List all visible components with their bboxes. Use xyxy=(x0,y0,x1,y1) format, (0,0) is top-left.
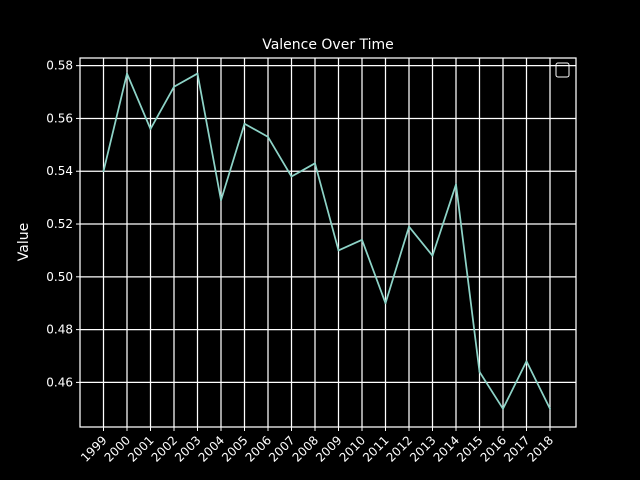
y-axis: 0.46 0.48 0.50 0.52 0.54 0.56 0.58 xyxy=(46,59,80,389)
y-tick-label: 0.56 xyxy=(46,111,73,125)
x-tick-label: 2016 xyxy=(478,433,509,464)
data-point xyxy=(337,249,340,252)
x-tick-label: 2010 xyxy=(337,433,368,464)
x-tick-label: 2012 xyxy=(384,433,415,464)
data-point xyxy=(431,254,434,257)
data-point xyxy=(267,136,269,138)
data-point xyxy=(361,238,363,241)
data-point xyxy=(314,162,316,165)
series-group xyxy=(102,72,551,410)
y-axis-label: Value xyxy=(16,223,32,261)
data-point xyxy=(290,175,293,178)
data-point xyxy=(220,199,222,202)
legend-box xyxy=(555,62,570,78)
data-point xyxy=(149,128,152,130)
x-axis: 1999200020012002200320042005200620072008… xyxy=(78,427,556,465)
x-tick-label: 2017 xyxy=(501,433,532,464)
x-tick-label: 2000 xyxy=(102,433,133,464)
x-tick-label: 2011 xyxy=(360,433,391,464)
data-point xyxy=(126,72,128,75)
y-tick-label: 0.50 xyxy=(46,270,73,284)
data-point xyxy=(243,122,246,125)
x-tick-label: 2001 xyxy=(125,433,156,464)
x-tick-label: 2008 xyxy=(290,433,321,464)
x-tick-label: 2002 xyxy=(149,433,180,464)
y-tick-label: 0.48 xyxy=(46,323,73,337)
x-tick-label: 2005 xyxy=(219,433,250,464)
x-tick-label: 2003 xyxy=(172,433,203,464)
x-tick-label: 1999 xyxy=(78,433,109,464)
x-tick-label: 2004 xyxy=(196,433,227,464)
plot-frame xyxy=(79,57,577,428)
y-tick-label: 0.54 xyxy=(46,164,73,178)
data-point xyxy=(525,360,528,363)
data-point xyxy=(173,85,175,88)
x-tick-label: 2009 xyxy=(313,433,344,464)
x-tick-label: 2015 xyxy=(454,433,485,464)
data-point xyxy=(478,370,481,373)
data-point xyxy=(384,302,387,305)
grid xyxy=(80,58,576,427)
data-point xyxy=(196,72,199,75)
data-point xyxy=(455,183,457,186)
x-tick-label: 2007 xyxy=(266,433,297,464)
y-tick-label: 0.58 xyxy=(46,59,73,73)
data-point xyxy=(502,407,504,410)
data-point xyxy=(549,407,551,410)
data-point xyxy=(102,170,105,173)
series-line xyxy=(102,72,551,410)
x-tick-label: 2018 xyxy=(525,433,556,464)
y-tick-label: 0.52 xyxy=(46,217,73,231)
x-tick-label: 2006 xyxy=(243,433,274,464)
x-tick-label: 2013 xyxy=(407,433,438,464)
data-point xyxy=(408,225,410,228)
y-tick-label: 0.46 xyxy=(46,375,73,389)
chart-title: Valence Over Time xyxy=(262,37,394,53)
x-tick-label: 2014 xyxy=(431,433,462,464)
